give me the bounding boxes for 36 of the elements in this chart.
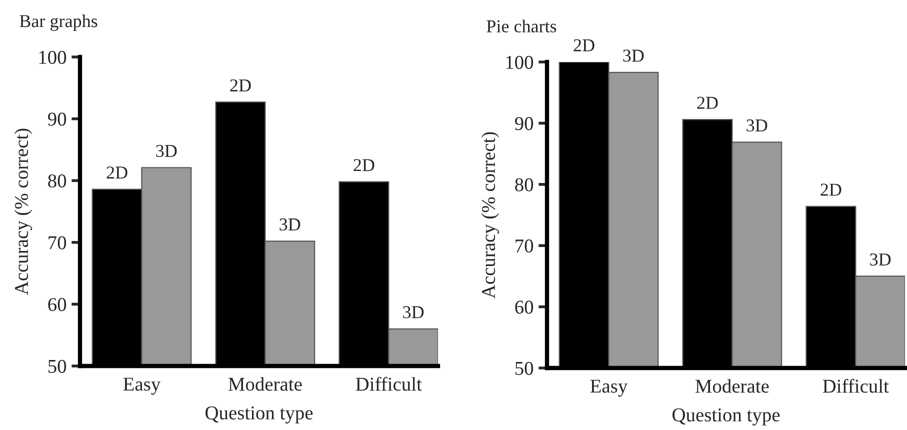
text: 2D	[574, 39, 594, 52]
y-tick-label: 60	[515, 300, 534, 314]
y-tick-label: 60	[48, 298, 66, 312]
x-tick-label: Difficult	[356, 376, 422, 391]
y-tick-label: 80	[48, 174, 66, 188]
x-tick-label: Easy	[590, 380, 628, 397]
series-label: 2D	[820, 184, 842, 196]
chart-title: Pie charts	[486, 20, 556, 32]
y-axis-title: Accuracy (% correct)	[14, 128, 32, 295]
y-tick-label: 70	[48, 236, 66, 250]
text: 3D	[280, 218, 300, 231]
y-tick-label: 70	[516, 239, 534, 253]
series-label: 3D	[156, 144, 177, 158]
x-axis-title: Question type	[206, 406, 313, 424]
text: 2D	[354, 159, 374, 172]
text: 2D	[230, 79, 251, 92]
series-label: 3D	[746, 119, 768, 132]
text: 3D	[623, 50, 644, 62]
x-tick-label: Moderate	[228, 377, 302, 391]
x-axis-title: Question type	[672, 408, 780, 426]
y-tick-label: 90	[514, 117, 534, 130]
chart-title: Bar graphs	[20, 14, 98, 31]
x-tick-label: Easy	[123, 378, 161, 395]
x-tick-label: Moderate	[695, 379, 769, 393]
text: 2D	[697, 96, 718, 109]
y-tick-label: 100	[506, 56, 534, 69]
series-label: 2D	[106, 166, 128, 178]
text: 3D	[870, 253, 891, 266]
y-tick-label: 80	[515, 178, 534, 192]
y-tick-label: 90	[48, 112, 66, 126]
y-axis-title: Accuracy (% correct)	[481, 132, 500, 298]
y-tick-label: 50	[48, 360, 66, 373]
text: 3D	[403, 306, 424, 318]
y-tick-label: 50	[515, 362, 534, 375]
y-tick-label: 100	[39, 50, 66, 64]
x-tick-label: Difficult	[822, 378, 889, 393]
